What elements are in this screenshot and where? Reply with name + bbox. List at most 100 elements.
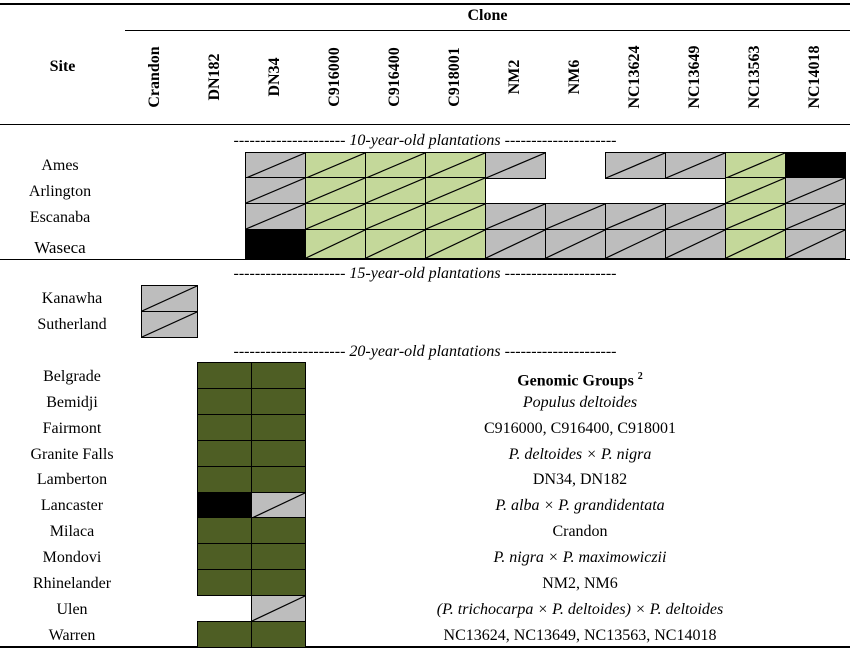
site-kanawha: Kanawha	[41, 290, 103, 307]
site-milaca: Milaca	[49, 523, 95, 540]
site-fairmont: Fairmont	[42, 420, 102, 437]
group-nm-clones: NM2, NM6	[542, 575, 618, 592]
group-trichocarpa-deltoides: (P. trichocarpa × P. deltoides) × P. del…	[436, 601, 724, 618]
cell-escanaba-c918001	[425, 203, 486, 230]
site-bemidji: Bemidji	[46, 394, 98, 411]
header-bottom-rule	[0, 124, 850, 125]
cell-mondovi-dn182	[197, 543, 252, 570]
site-granite-falls: Granite Falls	[30, 446, 114, 463]
cell-belgrade-dn182	[197, 362, 252, 389]
cell-arlington-dn34	[245, 177, 306, 204]
cell-escanaba-c916000	[305, 203, 366, 230]
section-15-year: --------------------- 15-year-old planta…	[233, 265, 617, 282]
clone-header-c918001: C918001	[446, 47, 463, 107]
cell-fairmont-dn34	[251, 414, 306, 441]
clone-header-nm6: NM6	[566, 59, 583, 95]
clone-header-c916000: C916000	[326, 47, 343, 107]
clone-header-nc13563: NC13563	[746, 45, 763, 109]
cell-rhinelander-dn34	[251, 569, 306, 596]
cell-waseca-nc13624	[605, 229, 666, 259]
site-lancaster: Lancaster	[40, 497, 104, 514]
section-rule	[0, 259, 850, 260]
cell-waseca-c918001	[425, 229, 486, 259]
cell-mondovi-dn34	[251, 543, 306, 570]
cell-waseca-nm2	[485, 229, 546, 259]
group-dn-clones: DN34, DN182	[532, 471, 628, 488]
bottom-rule	[0, 646, 850, 648]
cell-ames-c918001	[425, 152, 486, 179]
cell-ames-nc13624	[605, 152, 666, 179]
cell-ames-c916400	[365, 152, 426, 179]
site-rhinelander: Rhinelander	[32, 575, 112, 592]
cell-bemidji-dn182	[197, 388, 252, 415]
cell-ames-nc14018	[785, 152, 846, 179]
cell-lamberton-dn182	[197, 466, 252, 493]
cell-arlington-nc14018	[785, 177, 846, 204]
clone-header-dn34: DN34	[266, 57, 283, 97]
cell-lancaster-dn34	[251, 492, 306, 519]
group-alba-grandidentata: P. alba × P. grandidentata	[495, 497, 665, 514]
cell-milaca-dn182	[197, 517, 252, 544]
site-arlington: Arlington	[28, 183, 92, 200]
group-deltoides-clones: C916000, C916400, C918001	[483, 420, 676, 437]
cell-waseca-nc13563	[725, 229, 786, 259]
cell-bemidji-dn34	[251, 388, 306, 415]
cell-sutherland-crandon	[141, 311, 198, 338]
cell-rhinelander-dn182	[197, 569, 252, 596]
cell-ames-dn34	[245, 152, 306, 179]
clone-rule	[125, 30, 850, 31]
group-crandon: Crandon	[552, 523, 608, 540]
site-belgrade: Belgrade	[43, 368, 101, 385]
site-escanaba: Escanaba	[29, 209, 91, 226]
cell-escanaba-c916400	[365, 203, 426, 230]
cell-belgrade-dn34	[251, 362, 306, 389]
group-nigra-maximowiczii: P. nigra × P. maximowiczii	[493, 549, 667, 566]
cell-escanaba-nc13649	[665, 203, 726, 230]
cell-ames-nc13563	[725, 152, 786, 179]
section-10-year: --------------------- 10-year-old planta…	[233, 132, 617, 149]
cell-granite-falls-dn34	[251, 440, 306, 467]
site-mondovi: Mondovi	[42, 549, 102, 566]
cell-ames-c916000	[305, 152, 366, 179]
clone-header-nc13624: NC13624	[626, 45, 643, 109]
cell-arlington-c916000	[305, 177, 366, 204]
clone-header-dn182: DN182	[206, 53, 223, 101]
cell-warren-dn182	[197, 621, 252, 648]
group-deltoides-nigra: P. deltoides × P. nigra	[508, 446, 652, 463]
site-warren: Warren	[48, 627, 96, 644]
group-populus-deltoides: Populus deltoides	[522, 394, 638, 411]
site-waseca: Waseca	[34, 238, 86, 257]
cell-waseca-dn34	[245, 229, 306, 259]
cell-lamberton-dn34	[251, 466, 306, 493]
clone-header-c916400: C916400	[386, 47, 403, 107]
cell-arlington-c918001	[425, 177, 486, 204]
cell-escanaba-dn34	[245, 203, 306, 230]
cell-escanaba-nc14018	[785, 203, 846, 230]
site-ulen: Ulen	[56, 601, 88, 618]
cell-waseca-c916400	[365, 229, 426, 259]
cell-waseca-nc14018	[785, 229, 846, 259]
site-sutherland: Sutherland	[37, 316, 107, 333]
top-rule	[0, 3, 850, 5]
clone-header-nm2: NM2	[506, 59, 523, 95]
clone-header-nc13649: NC13649	[686, 45, 703, 109]
cell-escanaba-nc13624	[605, 203, 666, 230]
genomic-groups-title: Genomic Groups 2	[517, 371, 643, 390]
clone-header-nc14018: NC14018	[806, 45, 823, 109]
cell-waseca-c916000	[305, 229, 366, 259]
cell-kanawha-crandon	[141, 285, 198, 312]
cell-arlington-nc13563	[725, 177, 786, 204]
cell-ames-nc13649	[665, 152, 726, 179]
cell-lancaster-dn182	[197, 492, 252, 519]
cell-escanaba-nm6	[545, 203, 606, 230]
cell-fairmont-dn182	[197, 414, 252, 441]
cell-ames-nm2	[485, 152, 546, 179]
site-lamberton: Lamberton	[36, 471, 108, 488]
cell-waseca-nm6	[545, 229, 606, 259]
cell-waseca-nc13649	[665, 229, 726, 259]
cell-escanaba-nc13563	[725, 203, 786, 230]
site-header: Site	[49, 58, 76, 75]
cell-warren-dn34	[251, 621, 306, 648]
cell-ulen-dn34	[251, 595, 306, 622]
site-ames: Ames	[41, 157, 79, 174]
